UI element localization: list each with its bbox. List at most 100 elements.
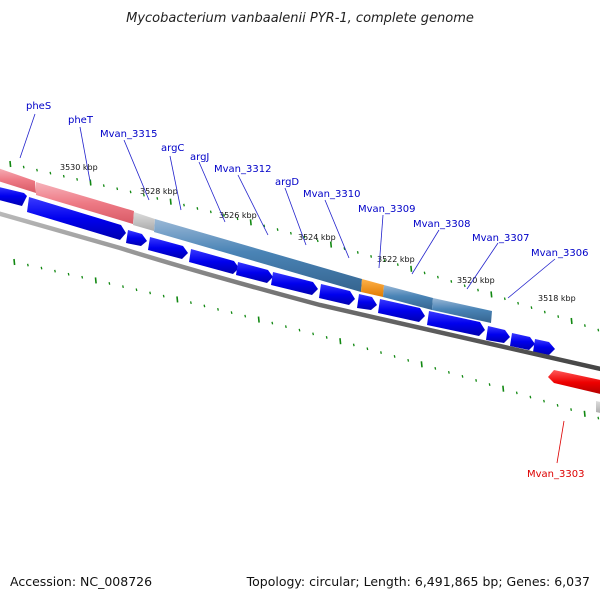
major-tick xyxy=(420,361,423,368)
minor-tick xyxy=(67,272,70,276)
operon-band xyxy=(0,167,492,323)
gene-label-mvan-3309[interactable]: Mvan_3309 xyxy=(358,204,415,215)
gene-label-mvan-3315[interactable]: Mvan_3315 xyxy=(100,129,157,140)
gene-arrow[interactable] xyxy=(271,272,318,295)
minor-tick xyxy=(383,259,386,262)
minor-tick xyxy=(396,263,399,267)
genome-summary-text: Topology: circular; Length: 6,491,865 bp… xyxy=(246,574,590,589)
major-tick xyxy=(169,198,172,205)
gene-label-argC[interactable]: argC xyxy=(161,143,184,154)
major-tick xyxy=(490,291,493,298)
minor-tick xyxy=(325,336,328,339)
gene-arrow[interactable] xyxy=(486,326,510,343)
kbp-label-3528: 3528 kbp xyxy=(140,187,178,196)
minor-tick xyxy=(597,416,600,420)
operon-segment-orange[interactable] xyxy=(361,279,384,297)
minor-tick xyxy=(543,310,546,314)
kbp-label-3524: 3524 kbp xyxy=(298,233,336,242)
gene-label-mvan-3308[interactable]: Mvan_3308 xyxy=(413,219,470,230)
minor-tick xyxy=(316,239,319,243)
map-title: Mycobacterium vanbaalenii PYR-1, complet… xyxy=(126,11,474,26)
kbp-label-3526: 3526 kbp xyxy=(219,211,257,220)
major-tick xyxy=(502,385,505,392)
gene-label-pheT[interactable]: pheT xyxy=(68,115,94,126)
minor-tick xyxy=(352,343,355,347)
gene-leader-lines xyxy=(19,113,556,299)
gene-label-pheS[interactable]: pheS xyxy=(26,101,51,112)
gene-label-mvan-3310[interactable]: Mvan_3310 xyxy=(303,189,360,200)
minor-tick xyxy=(189,301,192,305)
operon-segment-red[interactable] xyxy=(36,182,134,224)
operon-segment-red-left[interactable] xyxy=(0,167,36,193)
minor-tick xyxy=(36,168,38,172)
gene-arrow[interactable] xyxy=(189,249,239,274)
minor-tick xyxy=(156,197,159,200)
minor-tick xyxy=(183,203,185,207)
gene-label-argJ[interactable]: argJ xyxy=(190,152,209,163)
minor-tick xyxy=(393,355,396,358)
gene-arrow[interactable] xyxy=(27,197,126,240)
minor-tick xyxy=(380,351,382,354)
minor-tick xyxy=(203,304,206,308)
minor-tick xyxy=(370,255,373,258)
minor-tick xyxy=(149,291,152,295)
kbp-label-3530: 3530 kbp xyxy=(60,163,98,172)
minor-tick xyxy=(517,301,520,305)
major-tick xyxy=(13,258,16,266)
major-tick xyxy=(94,277,97,284)
gene-arrow[interactable] xyxy=(148,237,188,259)
kbp-label-3522: 3522 kbp xyxy=(377,255,415,264)
minor-tick xyxy=(129,190,132,194)
minor-tick xyxy=(475,379,478,382)
inner-tick-ring xyxy=(13,258,600,420)
minor-tick xyxy=(284,325,287,329)
gene-arrow[interactable] xyxy=(427,311,485,336)
minor-tick xyxy=(49,171,52,175)
outer-tick-ring xyxy=(9,160,600,332)
minor-tick xyxy=(543,399,545,403)
minor-tick xyxy=(556,403,559,407)
gene-arrow[interactable] xyxy=(0,186,27,206)
gene-label-argD[interactable]: argD xyxy=(275,177,299,188)
gene-arrow[interactable] xyxy=(126,230,147,246)
gene-label-mvan-3303[interactable]: Mvan_3303 xyxy=(527,469,584,480)
operon-segment-blue-1[interactable] xyxy=(154,219,362,292)
gene-arrow[interactable] xyxy=(510,333,535,350)
minor-tick xyxy=(570,408,573,411)
minor-tick xyxy=(343,247,346,250)
gene-label-mvan-3312[interactable]: Mvan_3312 xyxy=(214,164,271,175)
minor-tick xyxy=(407,358,410,362)
minor-tick xyxy=(583,324,586,327)
minor-tick xyxy=(447,370,450,374)
minor-tick xyxy=(108,282,111,285)
gene-label-mvan-3307[interactable]: Mvan_3307 xyxy=(472,233,529,244)
gene-label-mvan-3306[interactable]: Mvan_3306 xyxy=(531,248,588,259)
gene-arrow[interactable] xyxy=(533,339,555,355)
gene-arrow[interactable] xyxy=(378,299,425,322)
minor-tick xyxy=(423,271,426,275)
minor-tick xyxy=(477,288,479,292)
gene-arrow-reverse[interactable] xyxy=(548,370,600,395)
operon-segment-blue-3[interactable] xyxy=(432,298,492,323)
gene-arrow[interactable] xyxy=(236,262,273,283)
minor-tick xyxy=(223,213,226,217)
major-tick xyxy=(249,219,252,226)
minor-tick xyxy=(81,275,84,279)
operon-segment-gray[interactable] xyxy=(133,212,155,231)
minor-tick xyxy=(40,266,43,270)
minor-tick xyxy=(557,315,560,318)
minor-tick xyxy=(244,314,247,318)
minor-tick xyxy=(209,210,212,214)
gene-arrow[interactable] xyxy=(319,284,355,305)
minor-tick xyxy=(54,269,56,273)
major-tick xyxy=(583,410,586,417)
minor-tick xyxy=(530,306,533,310)
minor-tick xyxy=(122,285,124,289)
minor-tick xyxy=(116,187,119,191)
kbp-label-3520: 3520 kbp xyxy=(457,276,495,285)
operon-segment-gray-right[interactable] xyxy=(596,401,600,414)
gene-arrow[interactable] xyxy=(357,294,377,310)
minor-tick xyxy=(230,311,233,315)
operon-segment-blue-2[interactable] xyxy=(383,285,433,310)
